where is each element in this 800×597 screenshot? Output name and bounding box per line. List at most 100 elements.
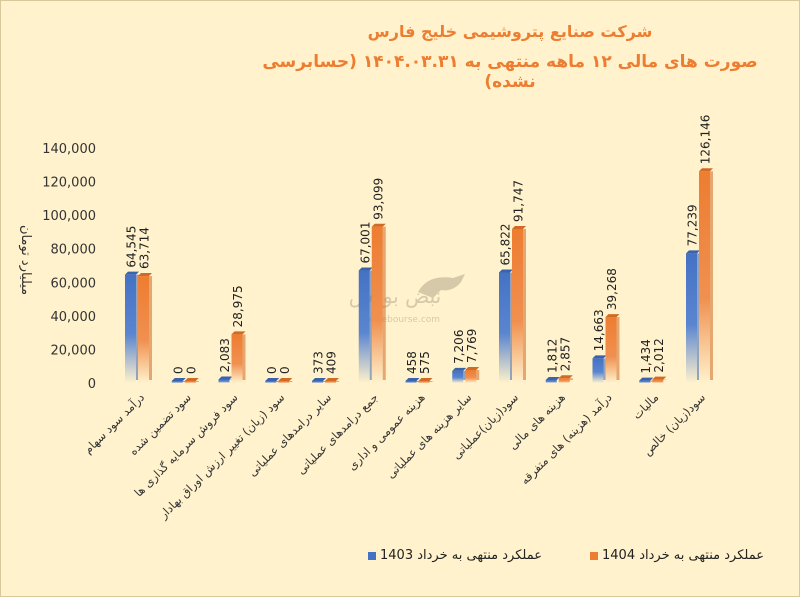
bar-side xyxy=(616,317,620,380)
bar-side xyxy=(382,226,386,380)
bar-side xyxy=(149,276,152,380)
bar-side xyxy=(136,274,139,380)
data-label: 409 xyxy=(325,351,339,374)
bar-side xyxy=(463,370,467,380)
bar-top xyxy=(218,376,233,380)
bar-top xyxy=(358,267,373,271)
bar-side xyxy=(710,171,713,380)
bar-side xyxy=(336,381,339,382)
bar-1403 xyxy=(452,370,464,383)
x-tick-label: مالیات xyxy=(630,390,662,422)
y-tick-label: 140,000 xyxy=(42,142,96,157)
bar-side xyxy=(697,253,700,380)
bar-top xyxy=(452,367,467,371)
data-label: 7,206 xyxy=(452,330,466,364)
bar-1404 xyxy=(231,334,243,383)
bar-top xyxy=(171,378,186,381)
y-tick-label: 80,000 xyxy=(51,243,97,258)
data-label: 77,239 xyxy=(686,204,700,246)
bar-1403 xyxy=(686,253,697,383)
bar-top xyxy=(265,378,280,381)
bar-top xyxy=(184,378,199,381)
bar-1403 xyxy=(312,381,323,383)
bar-top xyxy=(278,378,293,381)
bar-top xyxy=(312,378,326,381)
bar-1404 xyxy=(325,381,336,383)
bar-side xyxy=(323,381,326,382)
data-label: 0 xyxy=(265,366,279,374)
bar-side xyxy=(476,369,480,380)
bull-icon xyxy=(418,274,465,298)
bar-1403 xyxy=(265,381,277,383)
y-tick-label: 60,000 xyxy=(51,276,97,291)
bar-side xyxy=(195,381,199,382)
x-tick-label: درآمد (هزینه) های متفرقه xyxy=(518,390,616,488)
bar-side xyxy=(569,378,573,380)
bar-1403 xyxy=(499,272,510,383)
bar-1404 xyxy=(652,379,664,383)
bar-1403 xyxy=(405,381,417,383)
data-label: 65,822 xyxy=(499,224,513,266)
watermark-site: nabzebourse.com xyxy=(360,315,440,325)
data-label: 1,812 xyxy=(545,339,559,373)
bar-1403 xyxy=(545,379,557,383)
legend-swatch xyxy=(368,551,376,560)
x-tick-label: سایر هزینه های عملیاتی xyxy=(383,390,475,482)
bar-side xyxy=(276,381,280,382)
data-label: 28,975 xyxy=(231,285,245,327)
y-tick-label: 100,000 xyxy=(42,209,96,224)
bar-1404 xyxy=(138,276,149,383)
bar-top xyxy=(325,378,339,381)
bar-top xyxy=(558,375,573,379)
bar-1404 xyxy=(184,381,196,383)
bar-1404 xyxy=(512,228,523,383)
x-tick-label: سایر درامدهای عملیاتی xyxy=(245,390,335,480)
data-label: 2,857 xyxy=(558,337,572,371)
bar-top xyxy=(405,378,420,381)
bar-top xyxy=(512,225,526,229)
bar-side xyxy=(650,380,654,382)
data-label: 0 xyxy=(171,366,185,374)
bar-1403 xyxy=(639,380,651,383)
data-label: 0 xyxy=(184,366,198,374)
bar-top xyxy=(592,355,607,359)
bar-1404 xyxy=(418,381,430,383)
bar-top xyxy=(499,269,513,273)
bar-1403 xyxy=(171,381,183,383)
y-axis-label: میلیارد تومان xyxy=(18,225,33,295)
bar-1404 xyxy=(558,378,570,383)
bar-side xyxy=(242,334,246,380)
data-label: 7,769 xyxy=(465,329,479,363)
bar-side xyxy=(603,358,607,380)
bar-top xyxy=(605,314,620,318)
data-label: 2,083 xyxy=(218,338,232,372)
data-label: 373 xyxy=(312,351,326,374)
bar-1404 xyxy=(465,369,477,383)
bar-top xyxy=(652,376,667,380)
x-tick-label: جمع درامدهای عملیاتی xyxy=(294,390,382,478)
data-label: 126,146 xyxy=(699,115,713,165)
legend-label: عملکرد منتهی به خرداد 1404 xyxy=(602,548,764,563)
bar-top xyxy=(639,377,654,381)
bar-side xyxy=(416,381,420,382)
bar-side xyxy=(369,270,373,380)
data-label: 1,434 xyxy=(639,339,653,373)
bar-top xyxy=(418,378,433,381)
y-tick-label: 0 xyxy=(88,377,96,392)
bar-top xyxy=(699,168,713,172)
chart-subtitle: صورت های مالی ۱۲ ماهه منتهی به ۱۴۰۴.۰۳.۳… xyxy=(262,52,758,92)
bar-side xyxy=(182,381,186,382)
y-tick-label: 40,000 xyxy=(51,310,97,325)
bar-top xyxy=(125,271,139,275)
bar-side xyxy=(510,272,513,380)
data-label: 575 xyxy=(418,351,432,374)
legend-label: عملکرد منتهی به خرداد 1403 xyxy=(380,548,542,563)
bar-top xyxy=(138,273,152,277)
data-label: 2,012 xyxy=(652,338,666,372)
bar-1404 xyxy=(699,171,710,383)
data-label: 14,663 xyxy=(592,309,606,351)
bar-1403 xyxy=(592,358,604,383)
bar-top xyxy=(231,331,246,335)
data-label: 67,001 xyxy=(358,222,372,264)
data-label: 63,714 xyxy=(138,227,152,269)
